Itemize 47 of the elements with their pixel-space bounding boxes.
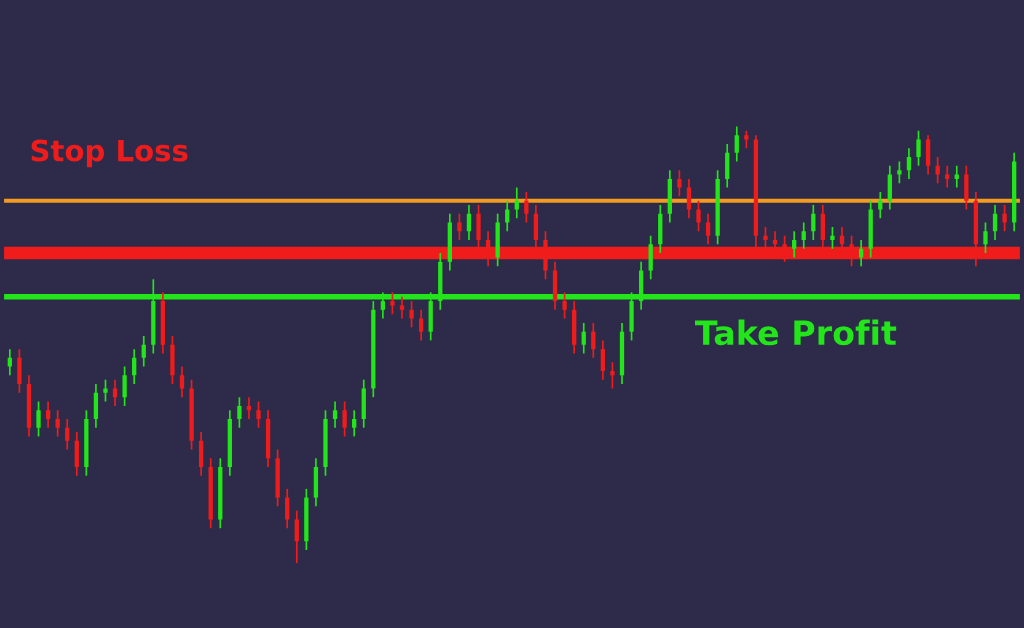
candlestick (705, 212, 711, 246)
candlestick (112, 378, 118, 407)
candlestick (65, 418, 70, 451)
candlestick (734, 125, 739, 163)
candlestick (897, 160, 902, 185)
candlestick (792, 230, 797, 259)
candlestick (352, 409, 357, 438)
candlestick (256, 400, 261, 429)
candlestick (801, 221, 806, 250)
candlestick (906, 147, 912, 180)
candlestick (935, 156, 940, 185)
candlestick (237, 396, 242, 429)
candlestick (1002, 204, 1007, 233)
candlestick (179, 365, 185, 399)
candlestick (132, 348, 137, 385)
candlestick (55, 409, 60, 438)
candlestick (581, 322, 586, 355)
candlestick (103, 378, 108, 403)
candlestick (399, 295, 405, 320)
candlestick (505, 199, 510, 233)
candlestick (610, 361, 615, 390)
candlestick (524, 191, 529, 224)
candlestick (830, 226, 835, 250)
candlestick (7, 348, 12, 377)
candlestick (418, 309, 424, 342)
candlestick (992, 204, 998, 241)
candlestick (457, 212, 462, 241)
candlestick (677, 169, 682, 198)
candlestick (294, 509, 299, 564)
candlestick (696, 199, 701, 233)
candlestick (562, 291, 567, 320)
candlestick (332, 400, 338, 429)
candlestick (141, 335, 146, 368)
candlestick (122, 365, 127, 407)
candlestick (390, 291, 395, 316)
ref-line-label: Stop Loss (31, 139, 188, 168)
candlestick (45, 400, 51, 429)
candlestick (409, 300, 414, 329)
candlestick (36, 400, 41, 438)
candlestick (916, 130, 921, 167)
candlestick (591, 322, 596, 359)
candlestick (811, 204, 816, 241)
candlestick (983, 221, 988, 254)
candlestick (600, 339, 606, 381)
candlestick (342, 400, 347, 438)
candlestick (466, 204, 472, 241)
ref-line-label: Take Profit (695, 319, 897, 346)
